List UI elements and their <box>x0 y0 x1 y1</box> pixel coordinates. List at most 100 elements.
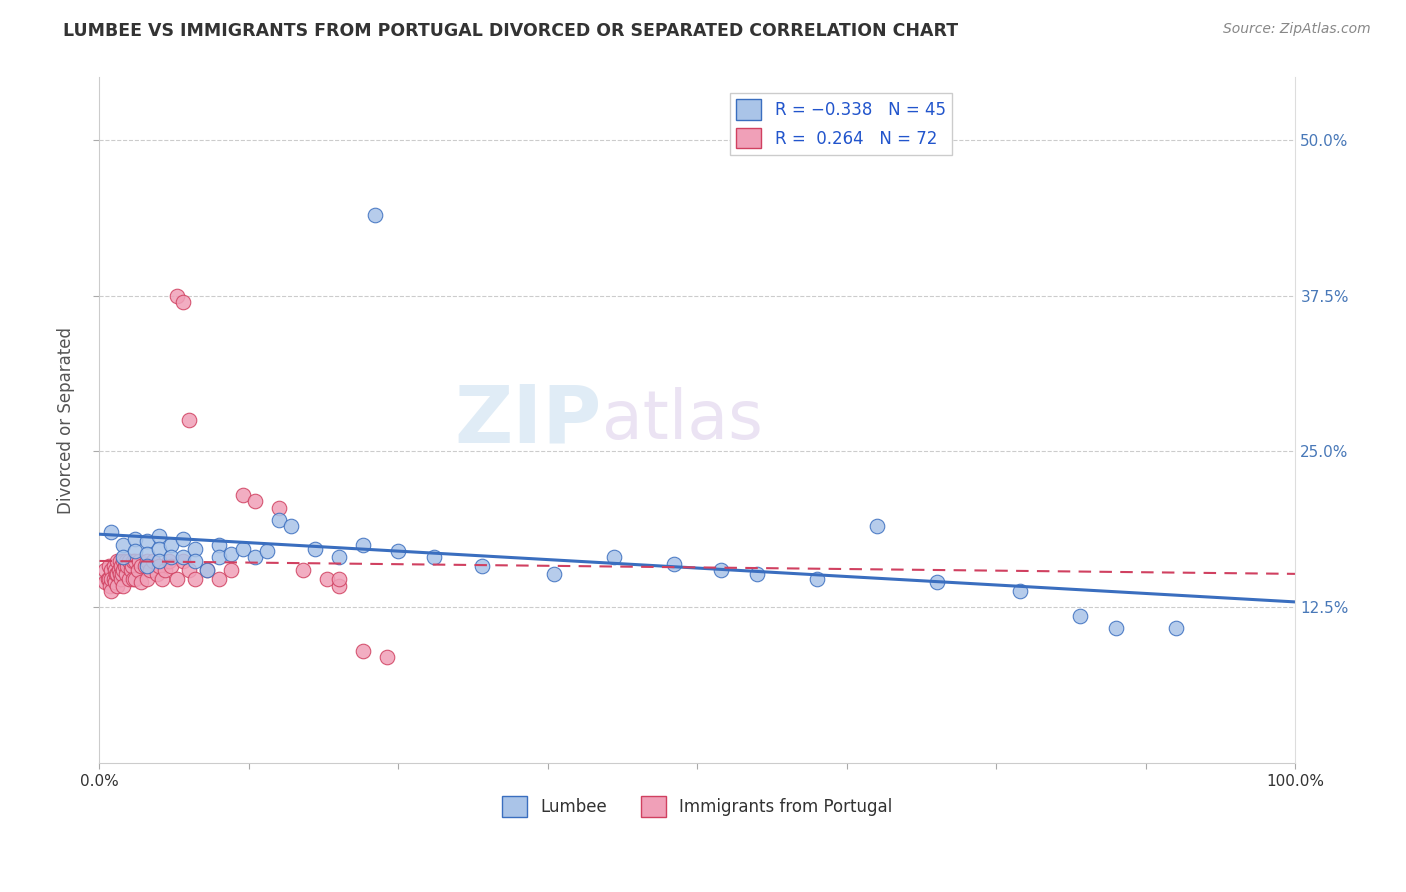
Point <box>232 488 254 502</box>
Point <box>94 575 117 590</box>
Point <box>172 294 194 309</box>
Point <box>107 579 129 593</box>
Point <box>97 572 120 586</box>
Point <box>160 559 183 574</box>
Point <box>110 572 132 586</box>
Point <box>166 572 188 586</box>
Point <box>375 650 398 665</box>
Point <box>107 563 129 577</box>
Point <box>134 559 156 574</box>
Point <box>1164 622 1187 636</box>
Point <box>136 572 159 586</box>
Point <box>110 559 132 574</box>
Point <box>136 559 159 574</box>
Point <box>179 413 201 427</box>
Point <box>184 541 207 556</box>
Point <box>100 525 122 540</box>
Point <box>111 566 134 581</box>
Point <box>136 547 159 561</box>
Point <box>107 566 129 581</box>
Point <box>138 563 160 577</box>
Point <box>352 644 374 658</box>
Point <box>98 572 121 586</box>
Point <box>363 208 385 222</box>
Point <box>115 559 138 574</box>
Point <box>124 532 146 546</box>
Point <box>108 554 131 568</box>
Point <box>118 554 141 568</box>
Point <box>155 563 177 577</box>
Point <box>208 550 231 565</box>
Point <box>118 572 141 586</box>
Point <box>103 572 125 586</box>
Point <box>806 572 828 586</box>
Point <box>146 566 169 581</box>
Point <box>131 575 153 590</box>
Point <box>105 566 128 581</box>
Point <box>148 559 170 574</box>
Point <box>232 541 254 556</box>
Point <box>108 566 131 581</box>
Point <box>160 550 183 565</box>
Point <box>243 494 266 508</box>
Point <box>195 563 218 577</box>
Point <box>184 572 207 586</box>
Text: LUMBEE VS IMMIGRANTS FROM PORTUGAL DIVORCED OR SEPARATED CORRELATION CHART: LUMBEE VS IMMIGRANTS FROM PORTUGAL DIVOR… <box>63 22 959 40</box>
Point <box>208 572 231 586</box>
Point <box>256 544 278 558</box>
Point <box>603 550 626 565</box>
Point <box>925 575 948 590</box>
Point <box>112 563 135 577</box>
Point <box>157 554 180 568</box>
Point <box>148 541 170 556</box>
Point <box>866 519 889 533</box>
Point <box>112 550 135 565</box>
Legend: Lumbee, Immigrants from Portugal: Lumbee, Immigrants from Portugal <box>496 789 900 823</box>
Text: atlas: atlas <box>602 387 762 453</box>
Point <box>243 550 266 565</box>
Point <box>172 550 194 565</box>
Point <box>172 532 194 546</box>
Point <box>208 538 231 552</box>
Point <box>112 554 135 568</box>
Point <box>127 563 149 577</box>
Point <box>710 563 733 577</box>
Point <box>142 554 165 568</box>
Point <box>184 554 207 568</box>
Point <box>107 554 129 568</box>
Point <box>387 544 409 558</box>
Point <box>328 550 350 565</box>
Point <box>104 563 127 577</box>
Point <box>103 559 125 574</box>
Point <box>471 559 494 574</box>
Point <box>100 584 122 599</box>
Point <box>124 544 146 558</box>
Point <box>291 563 314 577</box>
Point <box>543 566 565 581</box>
Point <box>122 554 145 568</box>
Point <box>136 534 159 549</box>
Text: ZIP: ZIP <box>454 381 602 459</box>
Text: Source: ZipAtlas.com: Source: ZipAtlas.com <box>1223 22 1371 37</box>
Point <box>148 554 170 568</box>
Point <box>100 572 122 586</box>
Point <box>104 575 127 590</box>
Point <box>219 563 242 577</box>
Point <box>195 563 218 577</box>
Point <box>267 500 290 515</box>
Point <box>423 550 446 565</box>
Point <box>1010 584 1032 599</box>
Point <box>136 554 159 568</box>
Point <box>315 572 337 586</box>
Point <box>94 563 117 577</box>
Point <box>328 572 350 586</box>
Point <box>114 559 136 574</box>
Point <box>112 579 135 593</box>
Point <box>1069 609 1091 624</box>
Point <box>179 563 201 577</box>
Point <box>98 559 121 574</box>
Point <box>121 559 143 574</box>
Point <box>1105 622 1128 636</box>
Point <box>120 563 142 577</box>
Point <box>128 554 150 568</box>
